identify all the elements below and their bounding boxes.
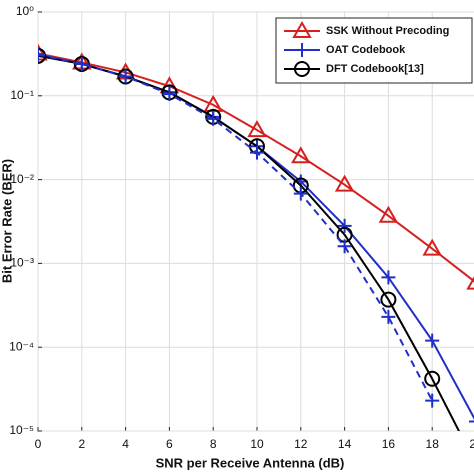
- plus-marker: [295, 43, 309, 57]
- triangle-marker: [334, 174, 355, 192]
- plus-marker: [469, 420, 474, 423]
- plus-marker: [381, 270, 396, 285]
- series-line: [38, 52, 474, 283]
- legend: SSK Without Precoding OAT Codebook DFT Cod…: [275, 17, 473, 84]
- y-tick-label: 10⁻³: [10, 256, 34, 270]
- x-tick-label: 18: [426, 437, 440, 451]
- x-tick-label: 2: [78, 437, 85, 451]
- x-tick-label: 10: [250, 437, 264, 451]
- grid: [37, 11, 474, 432]
- x-tick-label: 16: [382, 437, 396, 451]
- x-tick-label: 6: [166, 437, 173, 451]
- circle-marker: [469, 457, 474, 471]
- y-tick-label: 10⁻¹: [10, 88, 34, 102]
- plus-marker: [162, 87, 177, 102]
- triangle-marker: [38, 43, 48, 61]
- triangle-marker: [466, 276, 474, 290]
- plus-marker: [250, 145, 264, 160]
- triangle-marker: [247, 120, 267, 138]
- y-tick-label: 10⁻⁴: [9, 339, 34, 353]
- series-line: [38, 53, 434, 402]
- y-tick-label: 10⁰: [16, 4, 34, 18]
- x-tick-label: 4: [122, 437, 129, 451]
- plus-marker: [381, 309, 396, 324]
- x-axis-label: SNR per Receive Antenna (dB): [156, 455, 345, 470]
- legend-label: DFT Codebook[13]: [326, 63, 424, 75]
- y-axis-label: Bit Error Rate (BER): [0, 159, 14, 283]
- circle-marker: [380, 291, 397, 308]
- circle-marker: [424, 370, 441, 387]
- plus-marker: [118, 69, 133, 84]
- circle-marker: [38, 47, 46, 64]
- y-tick-label: 10⁻²: [10, 172, 34, 186]
- y-tick-label: 10⁻⁵: [9, 423, 34, 437]
- triangle-marker: [292, 20, 312, 38]
- triangle-marker: [291, 146, 311, 164]
- legend-label: SSK Without Precoding: [326, 25, 449, 37]
- circle-marker: [294, 61, 310, 77]
- x-tick-label: 0: [35, 437, 42, 451]
- triangle-marker: [378, 205, 399, 223]
- lines: [38, 43, 474, 471]
- plus-marker: [337, 218, 352, 233]
- x-tick-label: 14: [338, 437, 352, 451]
- plus-marker: [38, 47, 45, 62]
- plus-marker: [293, 186, 308, 201]
- plus-marker: [206, 111, 221, 126]
- x-tick-label: 8: [210, 437, 217, 451]
- plus-marker: [337, 239, 352, 254]
- plus-marker: [425, 333, 440, 348]
- labels: 0 2 4 6 8 10 12 14 16 18 20 10⁻⁵ 10⁻⁴ 10⁻³ 10⁻² 10⁻¹ 10⁰: [9, 4, 474, 451]
- plus-marker: [74, 56, 89, 71]
- plus-marker: [425, 393, 440, 408]
- x-tick-label: 12: [294, 437, 308, 451]
- x-tick-label: 20: [469, 437, 474, 451]
- triangle-marker: [422, 238, 442, 256]
- legend-label: OAT Codebook: [326, 44, 406, 56]
